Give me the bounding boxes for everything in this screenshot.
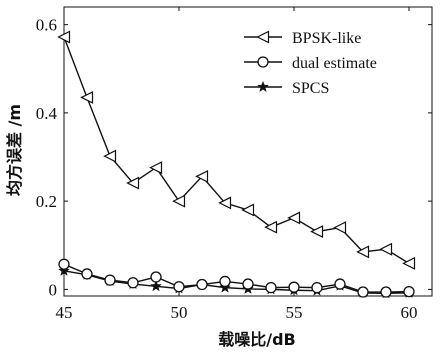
data-point-bpsk-like: [241, 203, 255, 217]
legend-marker: [257, 80, 269, 93]
series-line-spcs: [63, 270, 410, 295]
y-tick-label: 0.4: [36, 104, 58, 123]
x-tick-label: 50: [171, 303, 188, 322]
x-tick-label: 55: [286, 303, 303, 322]
axes: 45 50 55 60 0 0.2 0.4 0.6: [36, 6, 433, 322]
legend-label: SPCS: [292, 80, 329, 97]
y-axis-title: 均方误差 /m: [5, 104, 24, 196]
legend-marker: [257, 56, 269, 68]
data-point-dual-estimate: [265, 281, 277, 294]
data-point-bpsk-like: [310, 225, 324, 239]
data-point-dual-estimate: [127, 277, 139, 289]
data-point-bpsk-like: [287, 211, 301, 225]
series-line-dual-estimate: [63, 263, 410, 293]
legend: BPSK-like dual estimate SPCS: [244, 30, 377, 97]
y-tick-label: 0: [49, 280, 58, 299]
data-point-bpsk-like: [103, 149, 117, 163]
data-point-bpsk-like: [333, 221, 347, 235]
data-point-bpsk-like: [264, 220, 278, 234]
data-point-bpsk-like: [402, 256, 416, 270]
y-tick-label: 0.6: [36, 16, 57, 35]
data-point-bpsk-like: [126, 176, 140, 190]
legend-label: BPSK-like: [292, 30, 361, 47]
plot-frame: [63, 6, 433, 297]
data-point-dual-estimate: [311, 281, 323, 294]
data-point-dual-estimate: [219, 275, 231, 288]
data-point-bpsk-like: [172, 194, 186, 208]
data-point-bpsk-like: [80, 90, 94, 104]
data-point-spcs: [219, 281, 231, 293]
data-point-dual-estimate: [104, 274, 116, 286]
data-point-dual-estimate: [58, 258, 70, 270]
data-point-dual-estimate: [242, 278, 254, 290]
data-point-dual-estimate: [288, 281, 300, 293]
legend-marker: [256, 30, 270, 44]
data-point-dual-estimate: [81, 268, 93, 280]
y-tick-label: 0.2: [36, 192, 57, 211]
legend-item-spcs: SPCS: [244, 80, 329, 97]
data-point-dual-estimate: [380, 286, 392, 298]
data-point-bpsk-like: [57, 30, 71, 44]
data-point-dual-estimate: [173, 281, 185, 293]
data-point-bpsk-like: [356, 245, 370, 259]
series-line-bpsk-like: [63, 36, 410, 264]
data-point-spcs: [150, 280, 162, 292]
series-bpsk-like: [57, 30, 416, 270]
data-point-bpsk-like: [379, 242, 393, 256]
data-point-spcs: [58, 264, 70, 276]
x-tick-label: 45: [56, 303, 73, 322]
data-point-bpsk-like: [218, 196, 232, 210]
data-point-dual-estimate: [403, 285, 415, 298]
data-point-dual-estimate: [357, 286, 369, 298]
data-point-dual-estimate: [334, 278, 346, 290]
legend-item-bpsk-like: BPSK-like: [244, 30, 361, 47]
legend-label: dual estimate: [292, 55, 377, 72]
data-point-bpsk-like: [195, 169, 209, 183]
series-layer: [57, 30, 416, 299]
data-point-dual-estimate: [150, 271, 162, 283]
x-axis-title: 载噪比/dB: [218, 330, 296, 349]
legend-item-dual-estimate: dual estimate: [244, 55, 377, 72]
series-dual-estimate: [58, 258, 415, 298]
data-point-dual-estimate: [196, 278, 208, 291]
x-tick-label: 60: [401, 303, 418, 322]
data-point-bpsk-like: [149, 161, 163, 175]
